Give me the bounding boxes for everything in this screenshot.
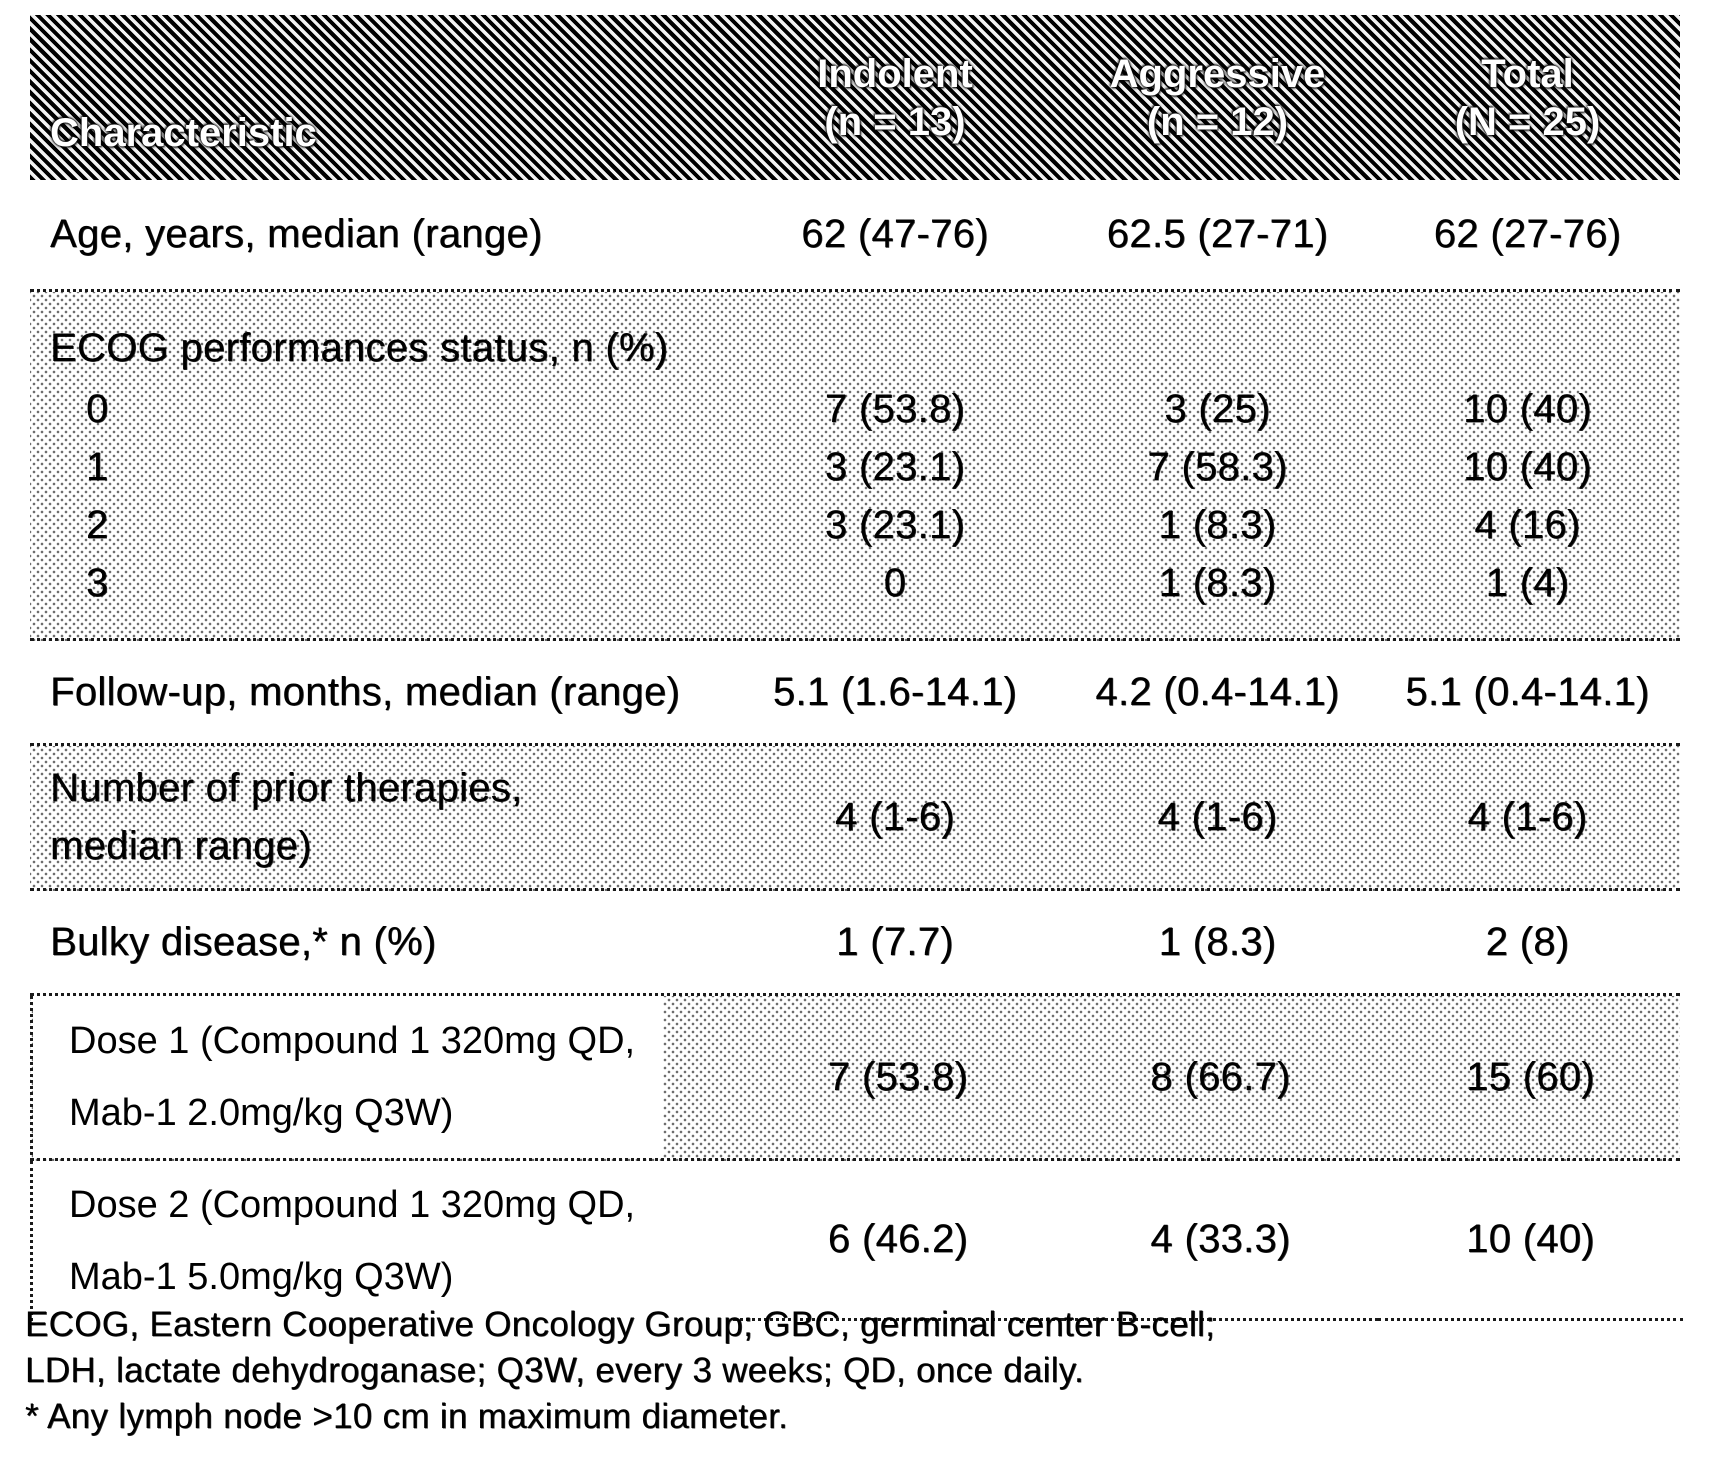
prior-aggressive-value: 4 (1-6)	[1157, 794, 1278, 839]
ecog-1-total-value: 10 (40)	[1463, 444, 1592, 489]
row-dose-1: Dose 1 (Compound 1 320mg QD, Mab-1 2.0mg…	[30, 996, 1680, 1161]
footnotes: ECOG, Eastern Cooperative Oncology Group…	[25, 1302, 1215, 1440]
ecog-1-label: 1	[86, 444, 109, 489]
followup-total-value: 5.1 (0.4-14.1)	[1405, 669, 1650, 714]
row-ecog-section: ECOG performances status, n (%) 0 7 (53.…	[30, 292, 1680, 641]
dose2-label-line2: Mab-1 5.0mg/kg Q3W)	[69, 1256, 454, 1298]
ecog-2-aggressive-value: 1 (8.3)	[1158, 502, 1277, 547]
ecog-1-indolent-value: 3 (23.1)	[824, 444, 966, 489]
header-characteristic-label: Characteristic	[50, 111, 317, 155]
dose2-total-value: 10 (40)	[1378, 1161, 1683, 1321]
dose1-label-line2: Mab-1 2.0mg/kg Q3W)	[69, 1092, 454, 1134]
footnote-asterisk: * Any lymph node >10 cm in maximum diame…	[25, 1397, 789, 1436]
ecog-2-indolent-value: 3 (23.1)	[824, 502, 966, 547]
prior-total-value: 4 (1-6)	[1467, 794, 1588, 839]
footnote-abbreviations-1: ECOG, Eastern Cooperative Oncology Group…	[25, 1305, 1216, 1344]
row-ecog-0: 0 7 (53.8) 3 (25) 10 (40)	[30, 380, 1680, 438]
ecog-title: ECOG performances status, n (%)	[50, 326, 669, 370]
dose1-label: Dose 1 (Compound 1 320mg QD, Mab-1 2.0mg…	[33, 996, 663, 1158]
row-ecog-3: 3 0 1 (8.3) 1 (4)	[30, 554, 1680, 612]
bulky-indolent-value: 1 (7.7)	[836, 919, 954, 964]
dose1-label-line1: Dose 1 (Compound 1 320mg QD,	[69, 1020, 636, 1062]
header-aggressive-line1: Aggressive	[1109, 51, 1326, 96]
header-cell-total: Total (N = 25)	[1375, 15, 1680, 180]
header-total-line1: Total	[1481, 51, 1574, 96]
characteristics-table: Characteristic Indolent (n = 13) Aggress…	[30, 15, 1683, 1321]
age-total-value: 62 (27-76)	[1433, 212, 1622, 256]
ecog-0-label: 0	[86, 386, 109, 431]
header-indolent-line1: Indolent	[817, 51, 973, 96]
bulky-label: Bulky disease,* n (%)	[50, 919, 437, 964]
prior-therapies-label-line1: Number of prior therapies,	[50, 766, 523, 810]
dose2-aggressive-value: 4 (33.3)	[1063, 1161, 1378, 1321]
ecog-2-label: 2	[86, 502, 109, 547]
ecog-0-indolent-value: 7 (53.8)	[824, 386, 966, 431]
header-cell-aggressive: Aggressive (n = 12)	[1060, 15, 1375, 180]
ecog-1-aggressive-value: 7 (58.3)	[1147, 444, 1288, 489]
prior-therapies-label-line2: median range)	[50, 824, 312, 868]
dose2-indolent-value: 6 (46.2)	[733, 1161, 1063, 1321]
header-indolent-line2: (n = 13)	[824, 99, 966, 144]
followup-indolent-value: 5.1 (1.6-14.1)	[772, 669, 1018, 714]
dose1-total-value: 15 (60)	[1466, 1054, 1595, 1099]
row-ecog-2: 2 3 (23.1) 1 (8.3) 4 (16)	[30, 496, 1680, 554]
dose1-aggressive-value: 8 (66.7)	[1150, 1054, 1291, 1099]
row-ecog-1: 1 3 (23.1) 7 (58.3) 10 (40)	[30, 438, 1680, 496]
header-aggressive-line2: (n = 12)	[1146, 99, 1289, 144]
row-age: Age, years, median (range) 62 (47-76) 62…	[30, 180, 1680, 292]
bulky-aggressive-value: 1 (8.3)	[1158, 919, 1277, 964]
ecog-3-indolent-value: 0	[883, 560, 907, 605]
header-cell-characteristic: Characteristic	[30, 15, 730, 180]
ecog-0-aggressive-value: 3 (25)	[1164, 386, 1271, 431]
dose2-label-line1: Dose 2 (Compound 1 320mg QD,	[69, 1184, 636, 1226]
followup-aggressive-value: 4.2 (0.4-14.1)	[1095, 669, 1340, 714]
header-cell-indolent: Indolent (n = 13)	[730, 15, 1060, 180]
row-prior-therapies: Number of prior therapies, median range)…	[30, 746, 1680, 891]
row-bulky-disease: Bulky disease,* n (%) 1 (7.7) 1 (8.3) 2 …	[30, 891, 1680, 996]
prior-indolent-value: 4 (1-6)	[835, 794, 955, 839]
row-dose-2: Dose 2 (Compound 1 320mg QD, Mab-1 5.0mg…	[30, 1161, 1683, 1321]
footnote-abbreviations-2: LDH, lactate dehydroganase; Q3W, every 3…	[25, 1351, 1085, 1390]
ecog-0-total-value: 10 (40)	[1463, 386, 1592, 431]
table-header-row: Characteristic Indolent (n = 13) Aggress…	[30, 15, 1680, 180]
ecog-2-total-value: 4 (16)	[1474, 502, 1581, 547]
age-indolent-value: 62 (47-76)	[801, 212, 989, 256]
dose1-indolent-value: 7 (53.8)	[827, 1054, 969, 1099]
ecog-3-aggressive-value: 1 (8.3)	[1158, 560, 1277, 605]
header-total-line2: (N = 25)	[1454, 99, 1601, 144]
bulky-total-value: 2 (8)	[1485, 919, 1570, 964]
followup-label: Follow-up, months, median (range)	[50, 669, 681, 714]
row-followup: Follow-up, months, median (range) 5.1 (1…	[30, 641, 1680, 746]
ecog-3-label: 3	[86, 560, 109, 605]
prior-therapies-label: Number of prior therapies, median range)	[50, 759, 522, 875]
dose2-label: Dose 2 (Compound 1 320mg QD, Mab-1 5.0mg…	[33, 1161, 663, 1321]
age-aggressive-value: 62.5 (27-71)	[1106, 212, 1329, 256]
age-label: Age, years, median (range)	[50, 212, 543, 256]
ecog-3-total-value: 1 (4)	[1485, 560, 1570, 605]
